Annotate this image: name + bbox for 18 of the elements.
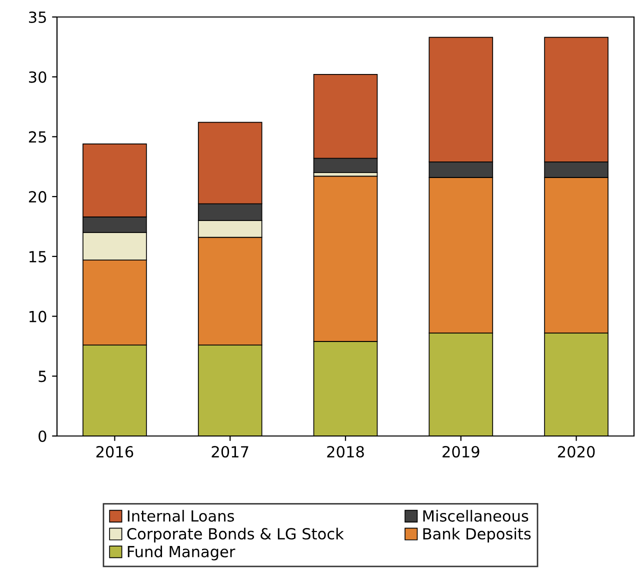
x-tick-label: 2016 [96, 446, 134, 458]
x-tick-label: 2018 [327, 446, 364, 458]
y-tick-label: 10 [30, 310, 46, 322]
legend-label: Fund Manager [128, 546, 236, 560]
y-tick-label: 30 [29, 71, 46, 83]
legend-label: Internal Loans [128, 510, 234, 522]
y-tick-label: 15 [30, 251, 46, 262]
legend-label: Corporate Bonds & LG Stock [127, 528, 344, 543]
legend-label: Miscellaneous [423, 510, 528, 522]
y-tick-label: 20 [28, 191, 46, 203]
y-tick-label: 35 [29, 11, 46, 24]
x-tick-label: 2020 [558, 446, 595, 458]
x-tick-label: 2017 [212, 446, 248, 458]
y-tick-label: 0 [38, 430, 46, 442]
x-tick-label: 2019 [442, 446, 480, 458]
y-tick-label: 5 [38, 370, 46, 382]
y-tick-label: 25 [28, 131, 46, 143]
legend-label: Bank Deposits [423, 528, 531, 543]
